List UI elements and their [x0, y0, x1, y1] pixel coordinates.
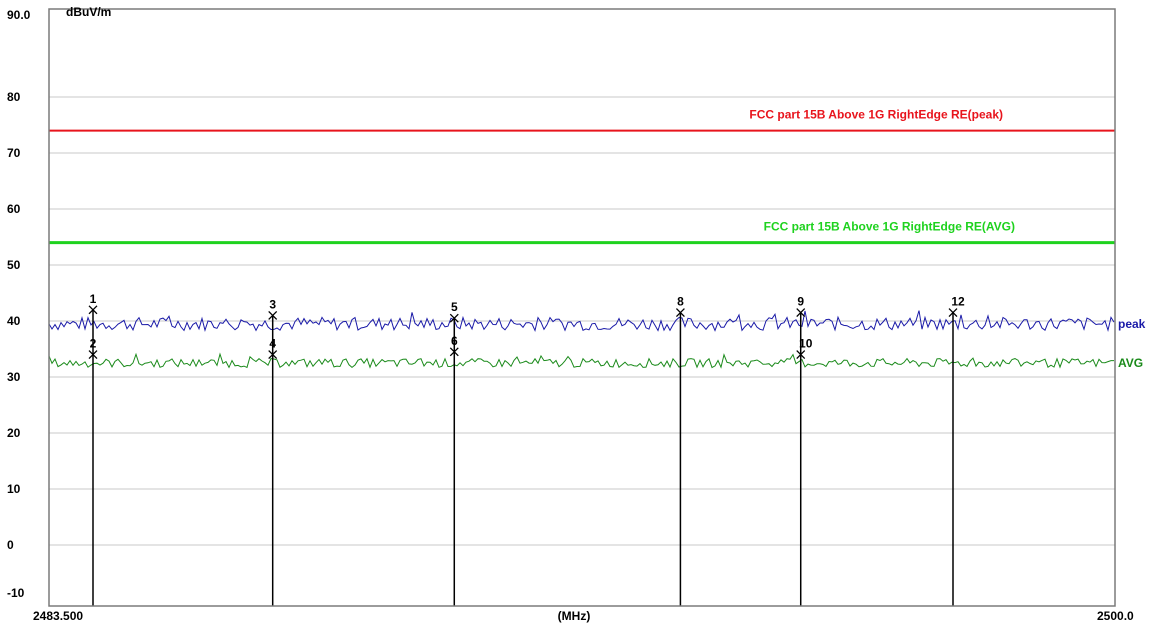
marker-label: 12	[951, 295, 965, 309]
marker-x	[948, 308, 958, 318]
limit-label: FCC part 15B Above 1G RightEdge RE(peak)	[749, 108, 1003, 122]
marker-label: 3	[269, 297, 276, 311]
y-tick-label: 60	[7, 202, 21, 216]
marker-x	[796, 308, 806, 318]
trace-label: AVG	[1118, 356, 1143, 370]
marker-label: 4	[269, 337, 276, 351]
marker-x	[796, 350, 806, 360]
marker-x	[675, 308, 685, 318]
x-tick-label: 2483.500	[33, 609, 83, 623]
y-tick-label: 20	[7, 426, 21, 440]
limit-label: FCC part 15B Above 1G RightEdge RE(AVG)	[764, 220, 1015, 234]
marker-x	[449, 313, 459, 323]
marker-x	[88, 350, 98, 360]
marker-label: 5	[451, 300, 458, 314]
y-tick-label: 80	[7, 90, 21, 104]
y-axis-unit: dBuV/m	[66, 5, 111, 19]
marker-label: 9	[797, 295, 804, 309]
y-tick-label: 10	[7, 482, 21, 496]
trace-avg	[48, 352, 1114, 369]
y-tick-label: 0	[7, 538, 14, 552]
plot-frame	[48, 8, 1116, 607]
x-tick-label: 2500.0	[1097, 609, 1134, 623]
marker-label: 10	[799, 337, 813, 351]
y-tick-label: 30	[7, 370, 21, 384]
marker-label: 1	[90, 292, 97, 306]
limit-lines: FCC part 15B Above 1G RightEdge RE(peak)…	[49, 108, 1115, 245]
axis-labels: dBuV/m (MHz) 90.080706050403020100-10248…	[7, 5, 1134, 623]
y-tick-label: 40	[7, 314, 21, 328]
trace-label: peak	[1118, 317, 1146, 331]
y-tick-label: 90.0	[7, 8, 31, 22]
marker-x	[268, 350, 278, 360]
marker-label: 6	[451, 334, 458, 348]
y-tick-label: -10	[7, 586, 25, 600]
marker-x	[449, 347, 459, 357]
x-axis-unit: (MHz)	[558, 609, 591, 623]
y-tick-label: 70	[7, 146, 21, 160]
marker-label: 8	[677, 295, 684, 309]
marker-label: 2	[90, 337, 97, 351]
marker-x	[88, 305, 98, 315]
trace-lines: peak AVG	[48, 310, 1146, 370]
trace-peak	[48, 310, 1115, 333]
marker-x	[268, 310, 278, 320]
y-tick-label: 50	[7, 258, 21, 272]
